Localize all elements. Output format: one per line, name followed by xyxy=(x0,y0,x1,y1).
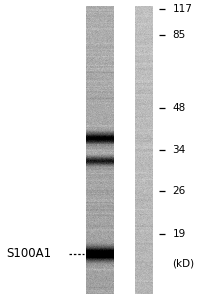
Text: 19: 19 xyxy=(173,229,186,239)
Text: (kD): (kD) xyxy=(173,259,195,269)
Text: 117: 117 xyxy=(173,4,192,14)
Text: 26: 26 xyxy=(173,185,186,196)
Text: 48: 48 xyxy=(173,103,186,113)
Text: S100A1: S100A1 xyxy=(6,247,52,260)
Text: 34: 34 xyxy=(173,145,186,155)
Text: 85: 85 xyxy=(173,29,186,40)
